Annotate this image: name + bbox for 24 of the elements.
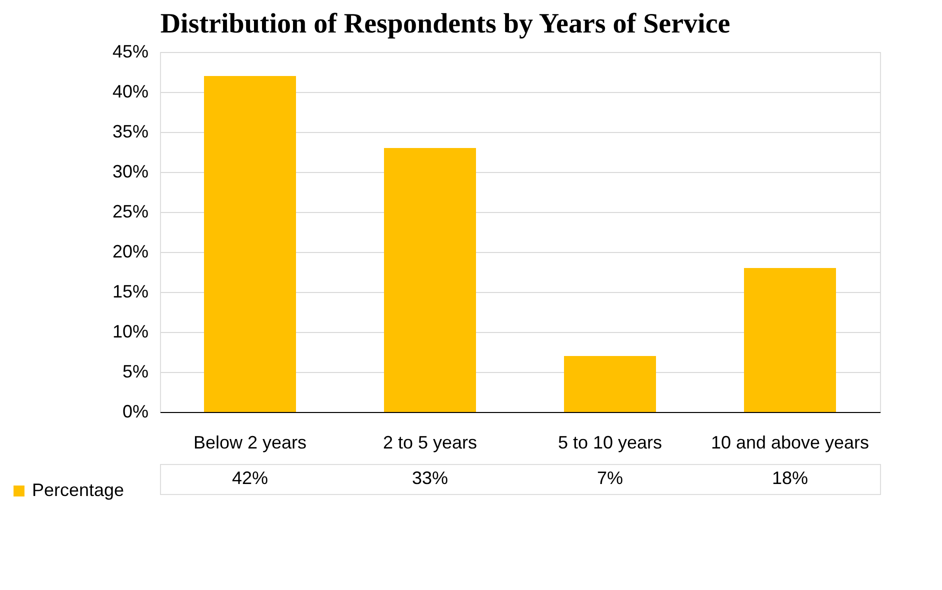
x-tick-label: 2 to 5 years (382, 432, 478, 452)
x-tick-label: 5 to 10 years (558, 432, 662, 452)
bar (384, 148, 476, 412)
y-tick-label: 10% (112, 322, 148, 342)
y-tick-label: 0% (122, 402, 148, 422)
x-tick-label: 10 and above years (710, 432, 870, 452)
y-tick-label: 45% (112, 42, 148, 62)
data-label: 33% (412, 468, 448, 488)
y-tick-label: 40% (112, 82, 148, 102)
legend-label: Percentage (32, 480, 124, 500)
y-tick-label: 5% (122, 362, 148, 382)
y-tick-label: 15% (112, 282, 148, 302)
x-tick-label: Below 2 years (193, 432, 307, 452)
y-tick-label: 25% (112, 202, 148, 222)
chart-title: Distribution of Respondents by Years of Service (160, 8, 730, 40)
bar (564, 356, 656, 412)
y-tick-label: 30% (112, 162, 148, 182)
y-tick-label: 20% (112, 242, 148, 262)
bar (204, 76, 296, 412)
y-tick-label: 35% (112, 122, 148, 142)
data-label: 18% (772, 468, 808, 488)
data-label: 7% (596, 468, 624, 488)
data-label: 42% (232, 468, 268, 488)
bar (744, 268, 836, 412)
